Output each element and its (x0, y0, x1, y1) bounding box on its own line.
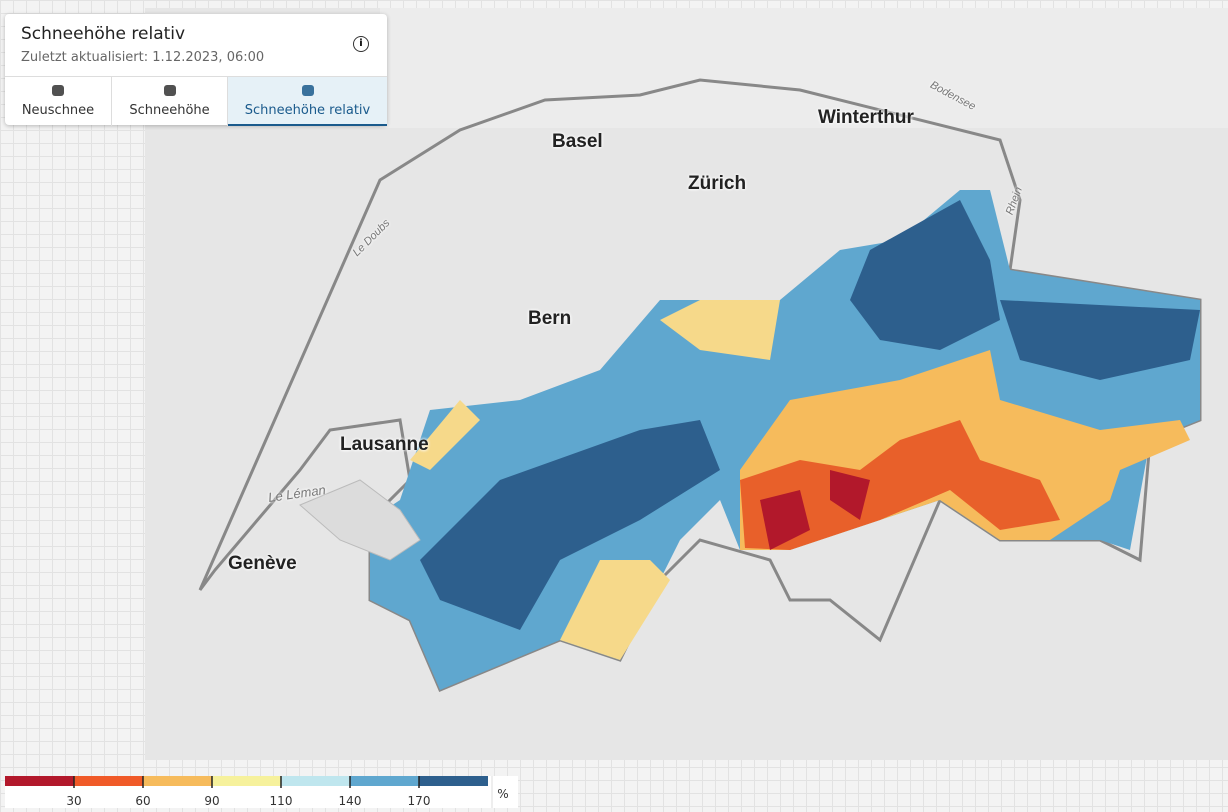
info-button[interactable]: i (353, 36, 369, 52)
legend-bin (74, 776, 143, 786)
snow-area-high (850, 200, 1200, 380)
legend-unit: % (497, 787, 508, 801)
lake (299, 479, 421, 561)
legend-tick-label: 110 (270, 794, 293, 808)
legend-scale: 30 60 90 110 140 170% (5, 776, 509, 808)
tab-bar: Neuschnee Schneehöhe Schneehöhe relativ (5, 76, 387, 126)
info-panel: Schneehöhe relativ Zuletzt aktualisiert:… (5, 14, 387, 126)
snow-area-vlow (740, 420, 1060, 550)
legend-bin (212, 776, 281, 786)
tab[interactable]: Neuschnee (5, 77, 112, 126)
legend-bin (5, 776, 74, 786)
city-label: Basel (552, 131, 603, 152)
panel-title: Schneehöhe relativ (21, 24, 186, 44)
tab[interactable]: Schneehöhe (112, 77, 228, 126)
city-label: Zürich (688, 173, 747, 194)
panel-subtitle: Zuletzt aktualisiert: 1.12.2023, 06:00 (21, 50, 265, 65)
border (198, 78, 1202, 692)
city-label: Bern (528, 308, 572, 329)
legend-tick-label: 170 (408, 794, 431, 808)
snow-area-high (420, 420, 720, 630)
snow-area-low (410, 300, 780, 660)
city-label: Winterthur (818, 107, 914, 128)
city-label: Lausanne (340, 434, 429, 455)
legend: 30 60 90 110 140 170% (5, 776, 518, 808)
city-label: Genève (228, 553, 297, 574)
legend-bin (143, 776, 212, 786)
terrain-north (380, 8, 1228, 128)
legend-tick-label: 140 (339, 794, 362, 808)
legend-bin (350, 776, 419, 786)
legend-tick-label: 60 (135, 794, 150, 808)
tab-active[interactable]: Schneehöhe relativ (228, 77, 387, 126)
legend-bin (281, 776, 350, 786)
legend-tick-label: 90 (204, 794, 219, 808)
legend-bin (419, 776, 488, 786)
legend-tick-label: 30 (66, 794, 81, 808)
snow-area-min (760, 470, 870, 550)
